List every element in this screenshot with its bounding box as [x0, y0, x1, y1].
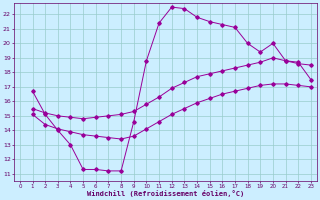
X-axis label: Windchill (Refroidissement éolien,°C): Windchill (Refroidissement éolien,°C)	[87, 190, 244, 197]
